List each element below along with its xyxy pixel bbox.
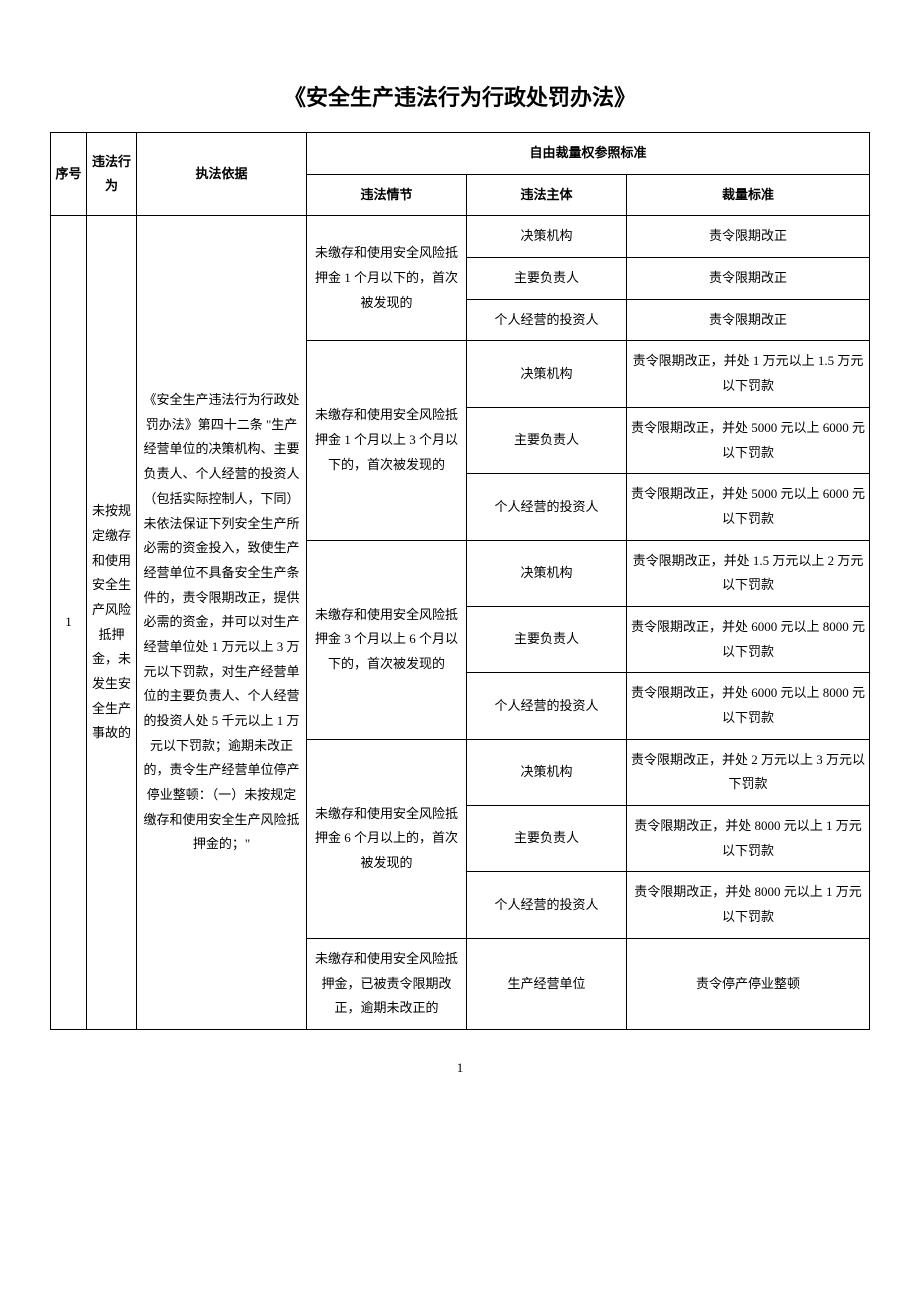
cell-subject: 决策机构 — [467, 739, 627, 805]
cell-subject: 个人经营的投资人 — [467, 673, 627, 739]
cell-standard: 责令限期改正，并处 8000 元以上 1 万元以下罚款 — [627, 872, 870, 938]
cell-subject: 决策机构 — [467, 216, 627, 258]
cell-subject: 决策机构 — [467, 341, 627, 407]
cell-standard: 责令限期改正，并处 6000 元以上 8000 元以下罚款 — [627, 673, 870, 739]
cell-standard: 责令限期改正，并处 5000 元以上 6000 元以下罚款 — [627, 474, 870, 540]
cell-circumstance: 未缴存和使用安全风险抵押金 1 个月以下的，首次被发现的 — [307, 216, 467, 341]
cell-subject: 主要负责人 — [467, 407, 627, 473]
cell-standard: 责令限期改正，并处 1 万元以上 1.5 万元以下罚款 — [627, 341, 870, 407]
document-title: 《安全生产违法行为行政处罚办法》 — [50, 80, 870, 112]
cell-subject: 个人经营的投资人 — [467, 872, 627, 938]
cell-subject: 生产经营单位 — [467, 938, 627, 1029]
cell-standard: 责令限期改正，并处 8000 元以上 1 万元以下罚款 — [627, 806, 870, 872]
header-circumstance: 违法情节 — [307, 174, 467, 216]
table-body: 1 未按规定缴存和使用安全生产风险抵押金，未发生安全生产事故的 《安全生产违法行… — [51, 216, 870, 1030]
cell-subject: 主要负责人 — [467, 258, 627, 300]
penalty-table: 序号 违法行为 执法依据 自由裁量权参照标准 违法情节 违法主体 裁量标准 1 … — [50, 132, 870, 1030]
cell-standard: 责令限期改正 — [627, 299, 870, 341]
cell-standard: 责令停产停业整顿 — [627, 938, 870, 1029]
page-number: 1 — [50, 1060, 870, 1076]
cell-standard: 责令限期改正 — [627, 258, 870, 300]
cell-subject: 个人经营的投资人 — [467, 299, 627, 341]
cell-standard: 责令限期改正，并处 1.5 万元以上 2 万元以下罚款 — [627, 540, 870, 606]
header-violation: 违法行为 — [87, 133, 137, 216]
cell-violation: 未按规定缴存和使用安全生产风险抵押金，未发生安全生产事故的 — [87, 216, 137, 1030]
header-subject: 违法主体 — [467, 174, 627, 216]
cell-circumstance: 未缴存和使用安全风险抵押金，已被责令限期改正，逾期未改正的 — [307, 938, 467, 1029]
header-seq: 序号 — [51, 133, 87, 216]
cell-subject: 主要负责人 — [467, 606, 627, 672]
cell-subject: 个人经营的投资人 — [467, 474, 627, 540]
cell-basis: 《安全生产违法行为行政处罚办法》第四十二条 "生产经营单位的决策机构、主要负责人… — [137, 216, 307, 1030]
cell-circumstance: 未缴存和使用安全风险抵押金 3 个月以上 6 个月以下的，首次被发现的 — [307, 540, 467, 739]
cell-circumstance: 未缴存和使用安全风险抵押金 1 个月以上 3 个月以下的，首次被发现的 — [307, 341, 467, 540]
cell-circumstance: 未缴存和使用安全风险抵押金 6 个月以上的，首次被发现的 — [307, 739, 467, 938]
cell-standard: 责令限期改正，并处 2 万元以上 3 万元以下罚款 — [627, 739, 870, 805]
header-basis: 执法依据 — [137, 133, 307, 216]
table-row: 1 未按规定缴存和使用安全生产风险抵押金，未发生安全生产事故的 《安全生产违法行… — [51, 216, 870, 258]
cell-subject: 决策机构 — [467, 540, 627, 606]
header-standard: 裁量标准 — [627, 174, 870, 216]
cell-subject: 主要负责人 — [467, 806, 627, 872]
cell-standard: 责令限期改正，并处 5000 元以上 6000 元以下罚款 — [627, 407, 870, 473]
cell-seq: 1 — [51, 216, 87, 1030]
cell-standard: 责令限期改正，并处 6000 元以上 8000 元以下罚款 — [627, 606, 870, 672]
cell-standard: 责令限期改正 — [627, 216, 870, 258]
header-standard-group: 自由裁量权参照标准 — [307, 133, 870, 175]
